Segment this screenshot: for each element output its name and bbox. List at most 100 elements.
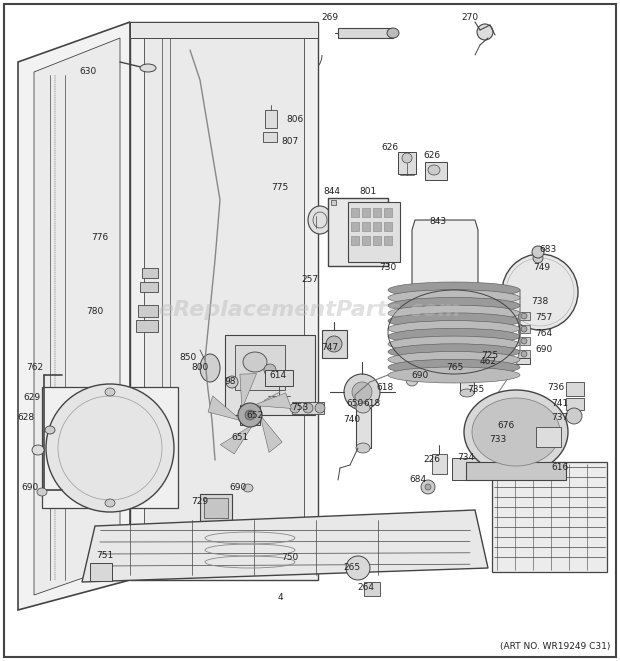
Text: 684: 684 — [409, 475, 427, 485]
Ellipse shape — [457, 363, 463, 369]
Bar — [430, 362, 468, 370]
Ellipse shape — [388, 336, 520, 352]
Ellipse shape — [226, 376, 238, 388]
Text: 850: 850 — [179, 354, 197, 362]
Text: 776: 776 — [91, 233, 108, 243]
Bar — [492, 462, 607, 572]
Bar — [348, 202, 400, 262]
Bar — [425, 162, 447, 180]
Bar — [263, 132, 277, 142]
Bar — [140, 282, 158, 292]
Polygon shape — [144, 35, 304, 568]
Text: 4: 4 — [277, 594, 283, 602]
Text: 683: 683 — [539, 245, 557, 254]
Text: 676: 676 — [497, 420, 515, 430]
Ellipse shape — [387, 28, 399, 38]
Ellipse shape — [441, 363, 447, 369]
Ellipse shape — [425, 484, 431, 490]
Ellipse shape — [388, 290, 520, 306]
Ellipse shape — [502, 254, 578, 330]
Bar — [518, 325, 530, 333]
Ellipse shape — [46, 384, 174, 512]
Polygon shape — [130, 22, 318, 580]
Text: 762: 762 — [27, 364, 43, 373]
Ellipse shape — [421, 480, 435, 494]
Text: 257: 257 — [301, 276, 319, 284]
Bar — [373, 208, 381, 217]
Text: 734: 734 — [458, 453, 474, 463]
Bar — [362, 222, 370, 231]
Ellipse shape — [449, 363, 455, 369]
Bar — [265, 110, 277, 128]
Bar — [265, 370, 293, 386]
Text: 98: 98 — [224, 377, 236, 387]
Ellipse shape — [406, 374, 418, 386]
Text: 753: 753 — [291, 403, 309, 412]
Ellipse shape — [315, 403, 325, 413]
Bar — [136, 320, 158, 332]
Bar — [384, 208, 392, 217]
Ellipse shape — [356, 443, 370, 453]
Ellipse shape — [344, 374, 380, 410]
Text: 730: 730 — [379, 264, 397, 272]
Ellipse shape — [45, 426, 55, 434]
Bar — [494, 445, 504, 457]
Text: 844: 844 — [324, 188, 340, 196]
Text: 690: 690 — [412, 371, 428, 379]
Text: 269: 269 — [321, 13, 339, 22]
Text: 843: 843 — [430, 217, 446, 227]
Bar — [450, 358, 530, 364]
Ellipse shape — [308, 206, 332, 234]
Ellipse shape — [200, 354, 220, 382]
Bar — [384, 236, 392, 245]
Bar — [138, 305, 158, 317]
Ellipse shape — [326, 336, 342, 352]
Bar — [373, 236, 381, 245]
Ellipse shape — [388, 352, 520, 368]
Polygon shape — [130, 22, 318, 38]
Ellipse shape — [521, 313, 527, 319]
Ellipse shape — [245, 410, 255, 420]
Ellipse shape — [105, 499, 115, 507]
Bar — [328, 198, 388, 266]
Ellipse shape — [388, 282, 520, 298]
Text: 801: 801 — [360, 188, 376, 196]
Bar — [364, 582, 380, 596]
Text: 733: 733 — [489, 436, 507, 444]
Text: 757: 757 — [536, 313, 552, 323]
Text: 618: 618 — [376, 383, 394, 393]
Ellipse shape — [37, 488, 47, 496]
Polygon shape — [412, 220, 478, 310]
Ellipse shape — [388, 344, 520, 360]
Bar — [225, 335, 315, 415]
Text: 618: 618 — [363, 399, 381, 407]
Ellipse shape — [460, 344, 474, 352]
Ellipse shape — [238, 403, 262, 427]
Ellipse shape — [402, 153, 412, 163]
Polygon shape — [18, 22, 130, 610]
Text: 651: 651 — [231, 434, 249, 442]
Text: 626: 626 — [423, 151, 441, 159]
Text: 626: 626 — [381, 143, 399, 153]
Ellipse shape — [521, 326, 527, 332]
Text: 264: 264 — [358, 584, 374, 592]
Ellipse shape — [140, 64, 156, 72]
Ellipse shape — [472, 398, 560, 466]
Text: 270: 270 — [461, 13, 479, 22]
Ellipse shape — [388, 313, 520, 329]
Bar — [466, 462, 566, 480]
Ellipse shape — [105, 388, 115, 396]
Ellipse shape — [264, 364, 276, 376]
Bar — [240, 405, 260, 425]
Text: 775: 775 — [272, 184, 289, 192]
Bar — [42, 387, 178, 508]
Ellipse shape — [533, 253, 543, 263]
Text: eReplacementParts.com: eReplacementParts.com — [159, 301, 461, 321]
Ellipse shape — [352, 382, 372, 402]
Polygon shape — [220, 424, 253, 454]
Text: 750: 750 — [281, 553, 299, 563]
Bar — [292, 402, 324, 414]
Text: 765: 765 — [446, 364, 464, 373]
Text: 614: 614 — [270, 371, 286, 379]
Ellipse shape — [388, 360, 520, 375]
